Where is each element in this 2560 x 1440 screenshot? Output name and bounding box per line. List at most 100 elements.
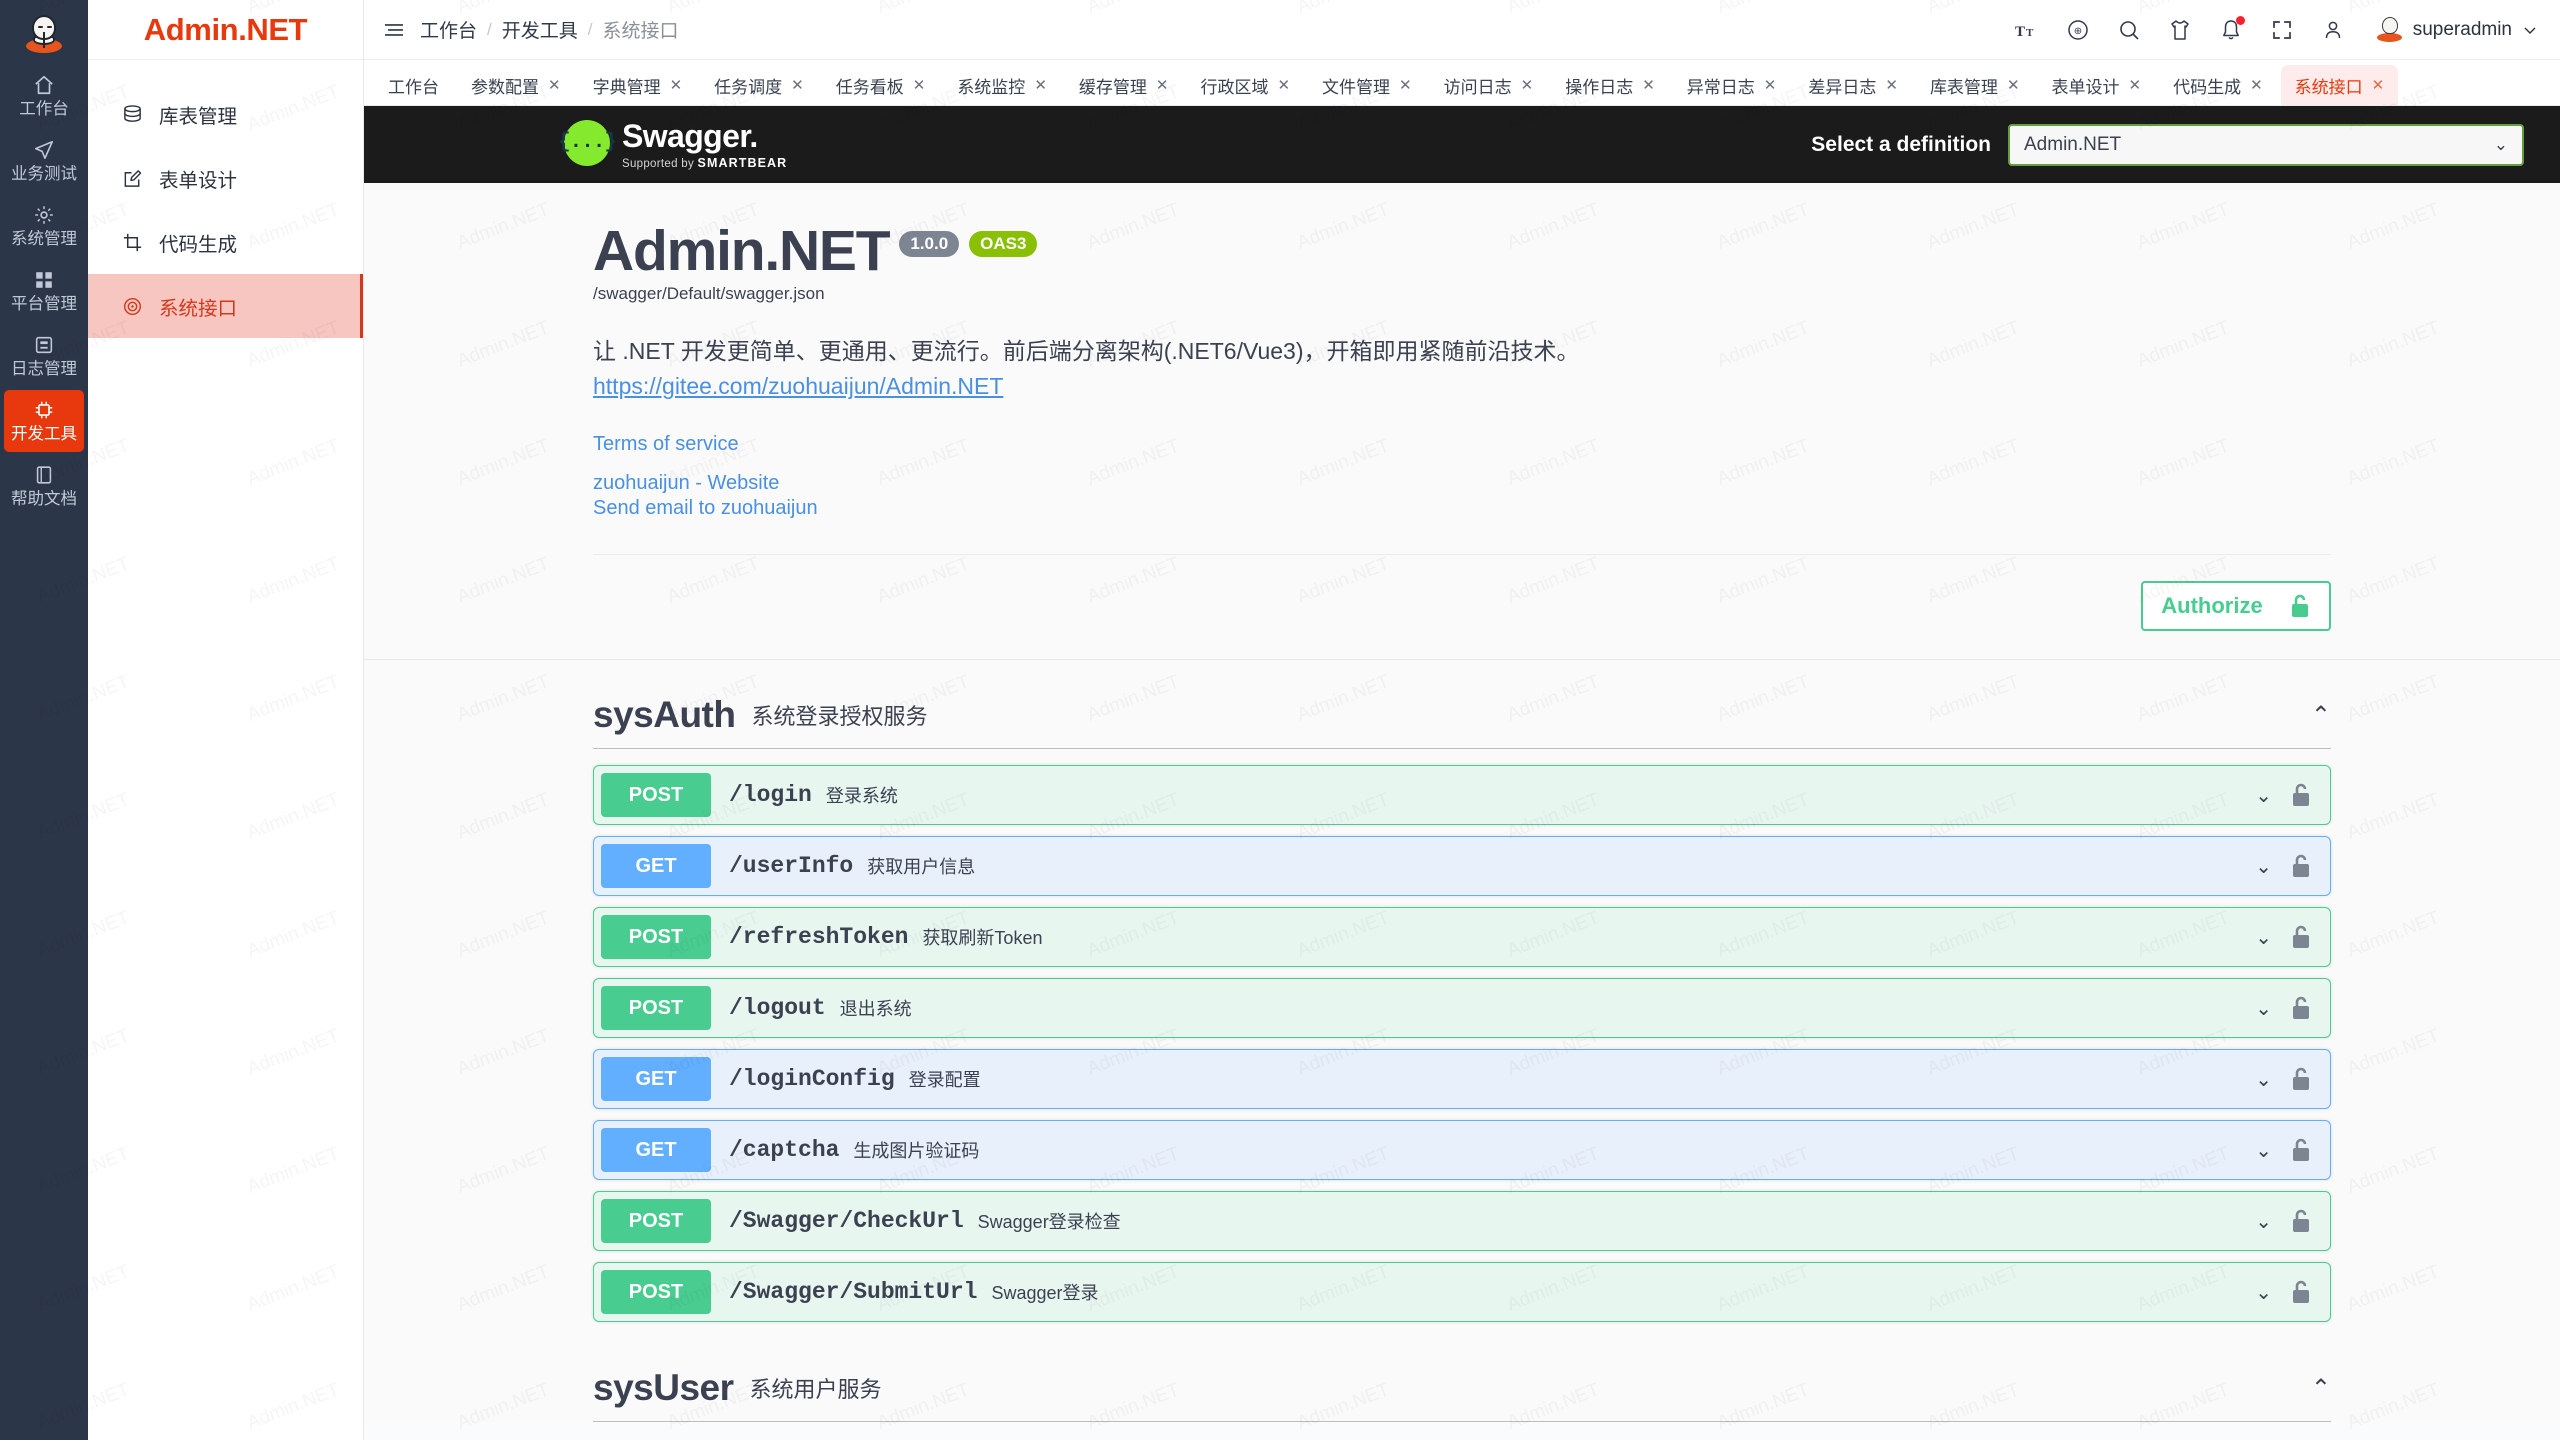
api-operation-row[interactable]: POST/Swagger/SubmitUrl Swagger登录 ⌄ — [593, 1262, 2331, 1322]
close-icon[interactable]: ✕ — [1642, 76, 1655, 94]
sidebar-item-label: 开发工具 — [11, 425, 77, 444]
authorize-button[interactable]: Authorize — [2141, 581, 2331, 631]
hamburger-icon[interactable] — [382, 18, 406, 42]
tab-2[interactable]: 参数配置 ✕ — [457, 65, 575, 105]
tab-8[interactable]: 行政区域 ✕ — [1186, 65, 1304, 105]
api-operation-row[interactable]: GET/userInfo 获取用户信息 ⌄ — [593, 836, 2331, 896]
fullscreen-icon[interactable] — [2270, 18, 2294, 42]
sidebar-item-7[interactable]: 帮助文档 — [4, 455, 84, 517]
chevron-down-icon[interactable]: ⌄ — [2255, 1210, 2272, 1233]
tab-17[interactable]: 系统接口 ✕ — [2280, 65, 2399, 105]
tab-15[interactable]: 表单设计 ✕ — [2038, 65, 2156, 105]
notification-bell-icon[interactable] — [2219, 15, 2245, 42]
search-icon[interactable] — [2117, 18, 2141, 42]
api-operation-row[interactable]: POST/Swagger/CheckUrl Swagger登录检查 ⌄ — [593, 1191, 2331, 1251]
close-icon[interactable]: ✕ — [791, 76, 804, 94]
user-menu[interactable]: superadmin — [2376, 16, 2538, 43]
close-icon[interactable]: ✕ — [548, 76, 561, 94]
close-icon[interactable]: ✕ — [1155, 76, 1169, 94]
tab-16[interactable]: 代码生成 ✕ — [2159, 65, 2277, 105]
breadcrumb-item-3[interactable]: 系统接口 — [602, 21, 679, 42]
close-icon[interactable]: ✕ — [1399, 76, 1412, 94]
tab-5[interactable]: 任务看板 ✕ — [822, 65, 940, 105]
tab-4[interactable]: 任务调度 ✕ — [700, 65, 818, 105]
close-icon[interactable]: ✕ — [1520, 76, 1534, 94]
text-size-icon[interactable]: T T — [2015, 18, 2039, 42]
unlocked-padlock-icon[interactable] — [2290, 853, 2312, 879]
contact-email-link[interactable]: Send email to zuohuaijun — [593, 497, 818, 519]
api-operation-row[interactable]: GET/loginConfig 登录配置 ⌄ — [593, 1049, 2331, 1109]
breadcrumb-item-1[interactable]: 工作台 — [420, 21, 478, 42]
chevron-down-icon[interactable]: ⌄ — [2255, 784, 2272, 807]
app-logo[interactable] — [0, 6, 88, 62]
chevron-down-icon[interactable]: ⌄ — [2255, 926, 2272, 949]
close-icon[interactable]: ✕ — [912, 76, 926, 94]
unlocked-padlock-icon[interactable] — [2290, 924, 2312, 950]
tab-11[interactable]: 操作日志 ✕ — [1551, 65, 1669, 105]
unlocked-padlock-icon[interactable] — [2290, 1066, 2312, 1092]
close-icon[interactable]: ✕ — [2250, 76, 2263, 94]
api-operation-row[interactable]: POST/logout 退出系统 ⌄ — [593, 978, 2331, 1038]
submenu-item-4[interactable]: 系统接口 — [88, 274, 363, 338]
tab-10[interactable]: 访问日志 ✕ — [1430, 65, 1548, 105]
breadcrumb-item-2[interactable]: 开发工具 — [501, 21, 578, 42]
tab-9[interactable]: 文件管理 ✕ — [1308, 65, 1426, 105]
secondary-sidebar: Admin.NET 库表管理 表单设计 代码生成 系统接口 — [88, 0, 364, 1440]
close-icon[interactable]: ✕ — [2371, 76, 2385, 94]
api-operation-row[interactable]: POST/refreshToken 获取刷新Token ⌄ — [593, 907, 2331, 967]
sidebar-item-5[interactable]: 日志管理 — [4, 325, 84, 387]
chevron-down-icon[interactable]: ⌄ — [2255, 1068, 2272, 1091]
tab-12[interactable]: 异常日志 ✕ — [1673, 65, 1791, 105]
submenu-item-label: 系统接口 — [159, 297, 238, 320]
close-icon[interactable]: ✕ — [2006, 76, 2020, 94]
swagger-logo[interactable]: {...} Swagger. Supported by SMARTBEAR — [558, 117, 787, 170]
contact-website-link[interactable]: zuohuaijun - Website — [593, 472, 780, 494]
api-operation-row[interactable]: POST/login 登录系统 ⌄ — [593, 765, 2331, 825]
chevron-down-icon[interactable]: ⌄ — [2255, 1281, 2272, 1304]
unlocked-padlock-icon[interactable] — [2290, 782, 2312, 808]
theme-shirt-icon[interactable] — [2168, 18, 2192, 42]
submenu-item-1[interactable]: 库表管理 — [88, 82, 363, 146]
tab-13[interactable]: 差异日志 ✕ — [1794, 65, 1912, 105]
tab-7[interactable]: 缓存管理 ✕ — [1065, 65, 1183, 105]
submenu-item-3[interactable]: 代码生成 — [88, 210, 363, 274]
close-icon[interactable]: ✕ — [1885, 76, 1898, 94]
api-description: 让 .NET 开发更简单、更通用、更流行。前后端分离架构(.NET6/Vue3)… — [593, 334, 2331, 403]
chevron-down-icon[interactable] — [2522, 22, 2538, 38]
close-icon[interactable]: ✕ — [669, 76, 683, 94]
definition-select[interactable]: Admin.NET ⌄ — [2008, 123, 2524, 166]
unlocked-padlock-icon[interactable] — [2290, 1208, 2312, 1234]
tab-1[interactable]: 工作台 — [374, 65, 453, 105]
chevron-up-icon[interactable]: ⌃ — [2310, 1374, 2331, 1402]
api-tag-header[interactable]: sysAuth 系统登录授权服务 ⌃ — [593, 694, 2331, 749]
terms-of-service-link[interactable]: Terms of service — [593, 433, 739, 455]
chevron-up-icon[interactable]: ⌃ — [2310, 701, 2331, 729]
spec-url-link[interactable]: /swagger/Default/swagger.json — [593, 284, 825, 303]
gitee-link[interactable]: https://gitee.com/zuohuaijun/Admin.NET — [593, 372, 1004, 399]
unlocked-padlock-icon[interactable] — [2290, 1279, 2312, 1305]
api-operation-row[interactable]: GET/captcha 生成图片验证码 ⌄ — [593, 1120, 2331, 1180]
language-icon[interactable]: ⊕ — [2066, 18, 2090, 42]
swagger-wordmark: Swagger. — [622, 117, 758, 154]
close-icon[interactable]: ✕ — [1034, 76, 1047, 94]
sidebar-item-3[interactable]: 系统管理 — [4, 195, 84, 257]
close-icon[interactable]: ✕ — [1763, 76, 1777, 94]
tab-6[interactable]: 系统监控 ✕ — [943, 65, 1061, 105]
api-tag-header[interactable]: sysUser 系统用户服务 ⌃ — [593, 1367, 2331, 1422]
account-icon[interactable] — [2321, 18, 2345, 42]
sidebar-item-4[interactable]: 平台管理 — [4, 260, 84, 322]
sidebar-item-6[interactable]: 开发工具 — [4, 390, 84, 452]
api-path: /loginConfig — [729, 1066, 895, 1092]
chevron-down-icon[interactable]: ⌄ — [2255, 855, 2272, 878]
chevron-down-icon[interactable]: ⌄ — [2255, 997, 2272, 1020]
unlocked-padlock-icon[interactable] — [2290, 1137, 2312, 1163]
close-icon[interactable]: ✕ — [2128, 76, 2142, 94]
tab-3[interactable]: 字典管理 ✕ — [579, 65, 697, 105]
sidebar-item-1[interactable]: 工作台 — [4, 65, 84, 127]
close-icon[interactable]: ✕ — [1277, 76, 1291, 94]
sidebar-item-2[interactable]: 业务测试 — [4, 130, 84, 192]
chevron-down-icon[interactable]: ⌄ — [2255, 1139, 2272, 1162]
unlocked-padlock-icon[interactable] — [2290, 995, 2312, 1021]
submenu-item-2[interactable]: 表单设计 — [88, 146, 363, 210]
tab-14[interactable]: 库表管理 ✕ — [1916, 65, 2034, 105]
